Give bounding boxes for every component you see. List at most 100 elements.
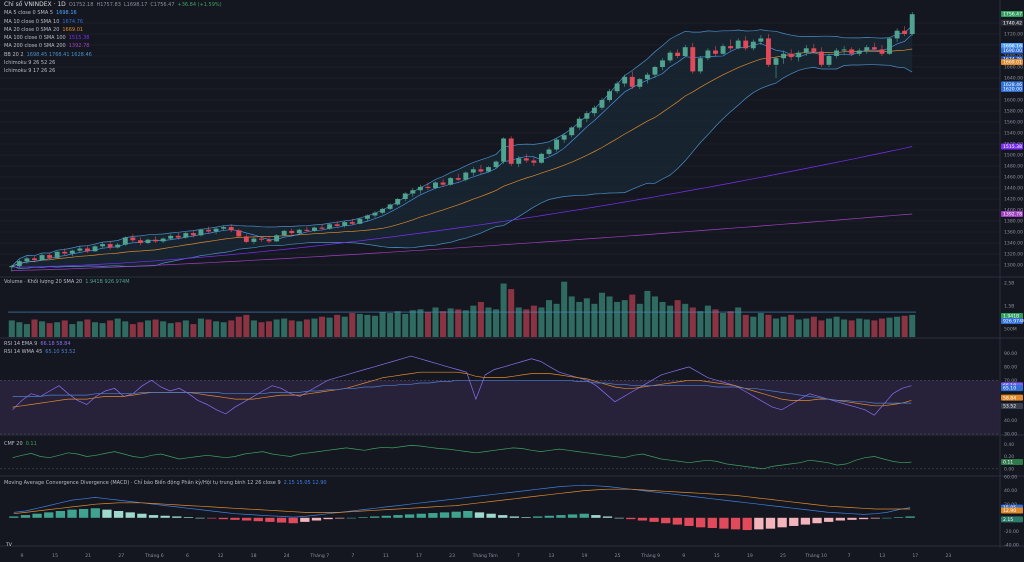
candle-body [561,135,567,140]
candle-body [319,227,325,229]
legend-row-3[interactable]: MA 100 close 0 SMA 100 1515.38 [4,34,222,42]
macd-histogram-bar [893,517,904,518]
rsi-legend-values-1: 66.18 58.84 [40,341,71,347]
volume-bar [712,309,719,337]
macd-histogram-bar [428,513,438,518]
legend-row-5[interactable]: BB 20 2 1698.45 1768.41 1628.46 [4,51,222,59]
macd-histogram-bar [370,516,380,518]
legend-row-6[interactable]: Ichimoku 9 26 52 26 [4,59,222,67]
price-axis-marker-label: 1740.42 [1003,20,1022,26]
macd-histogram-bar [602,516,613,518]
candle-body [667,52,673,61]
macd-histogram-bar [90,508,100,518]
volume-bar [803,318,810,337]
candle-body [599,100,605,108]
volume-bar [39,321,46,337]
legend-label: MA 20 close 0 SMA 20 [4,26,60,33]
macd-histogram-bar [67,509,77,518]
price-axis-marker [1001,19,1023,26]
macd-histogram-bar [719,517,729,529]
candle-body [198,229,204,236]
macd-histogram-bar [463,511,473,518]
macd-axis-marker [1001,507,1023,514]
candle-body [311,227,317,231]
candle-body [584,113,590,119]
candle-body [296,229,302,234]
candle-body [145,239,151,243]
volume-bar [591,303,598,337]
volume-axis-marker [1001,318,1023,324]
volume-bar [530,305,537,337]
volume-bar [788,314,795,337]
volume-bar [432,307,439,337]
candle-body [289,230,295,234]
volume-bar [273,319,280,337]
macd-histogram-bar [672,517,683,525]
legend-row-4[interactable]: MA 200 close 0 SMA 200 1392.78 [4,42,222,50]
macd-legend-values: 2.15 15.05 12.90 [283,480,327,486]
macd-legend: Moving Average Convergence Divergence (M… [4,479,327,487]
candle-body [879,49,885,54]
macd-histogram-bar [626,517,636,520]
legend-row-0[interactable]: MA 5 close 0 SMA 5 1698.16 [4,9,222,17]
macd-legend-label[interactable]: Moving Average Convergence Divergence (M… [4,480,281,486]
macd-histogram-bar [393,515,403,518]
x-tick-label: 7 [848,553,851,559]
candle-body [380,208,386,213]
price-axis-marker-label: 1669.01 [1003,60,1022,66]
legend-label: MA 100 close 0 SMA 100 [4,35,66,42]
macd-histogram-bar [346,517,357,519]
macd-tick-label: 60.00 [1004,475,1017,481]
volume-bar [727,311,734,337]
volume-bar [23,324,30,337]
candle-body [213,228,219,232]
macd-histogram-bar [183,517,194,518]
macd-histogram-bar [474,512,485,518]
volume-bar [818,320,825,337]
volume-bar [697,311,704,337]
macd-histogram-bar [905,516,915,518]
candle-body [387,204,393,209]
macd-histogram-bar [742,517,752,531]
candle-body [168,235,174,239]
rsi-axis-marker [1001,403,1023,410]
legend-row-7[interactable]: Ichimoku 9 17 26 26 [4,67,222,75]
x-tick-label: 25 [615,553,621,559]
volume-tick-label: 500M [1004,327,1017,333]
candle-body [508,138,514,164]
x-tick-label: 23 [449,553,455,559]
volume-bar [553,303,560,337]
x-tick-label: 13 [879,553,885,559]
macd-histogram-bar [32,513,42,518]
candle-body [92,246,98,252]
candle-body [576,118,582,128]
rsi-legend-label-2[interactable]: RSI 14 WMA 45 [4,349,43,356]
cmf-legend-label[interactable]: CMF 20 [4,441,23,447]
rsi-legend-label-1[interactable]: RSI 14 EMA 9 [4,341,38,347]
legend-value: 1515.38 [68,35,90,42]
volume-bar [167,323,174,337]
volume-bar [614,301,621,337]
volume-bar [735,307,742,337]
volume-legend-label[interactable]: Volume · Khối lượng 20 SMA 20 [4,279,83,285]
volume-bar [538,307,545,337]
volume-bar [477,301,484,337]
candle-body [705,50,711,59]
symbol-title[interactable]: Chỉ số VNINDEX · 1D [4,1,66,8]
volume-bar [780,316,787,337]
macd-histogram-bar [323,517,333,520]
volume-bar [651,296,658,337]
rsi-tick-label: 30.00 [1004,432,1017,438]
legend-row-2[interactable]: MA 20 close 0 SMA 20 1669.01 [4,26,222,34]
legend-label: MA 5 close 0 SMA 5 [4,10,54,17]
candle-body [902,30,908,34]
volume-bar [493,309,500,337]
rsi-axis-marker-label: 65.10 [1003,386,1016,392]
legend-label: BB 20 2 [4,51,24,58]
candle-body [887,38,892,54]
volume-bar [455,309,462,337]
legend-row-1[interactable]: MA 10 close 0 SMA 10 1674.76 [4,18,222,26]
candle-body [100,244,106,247]
volume-bar [379,312,386,337]
